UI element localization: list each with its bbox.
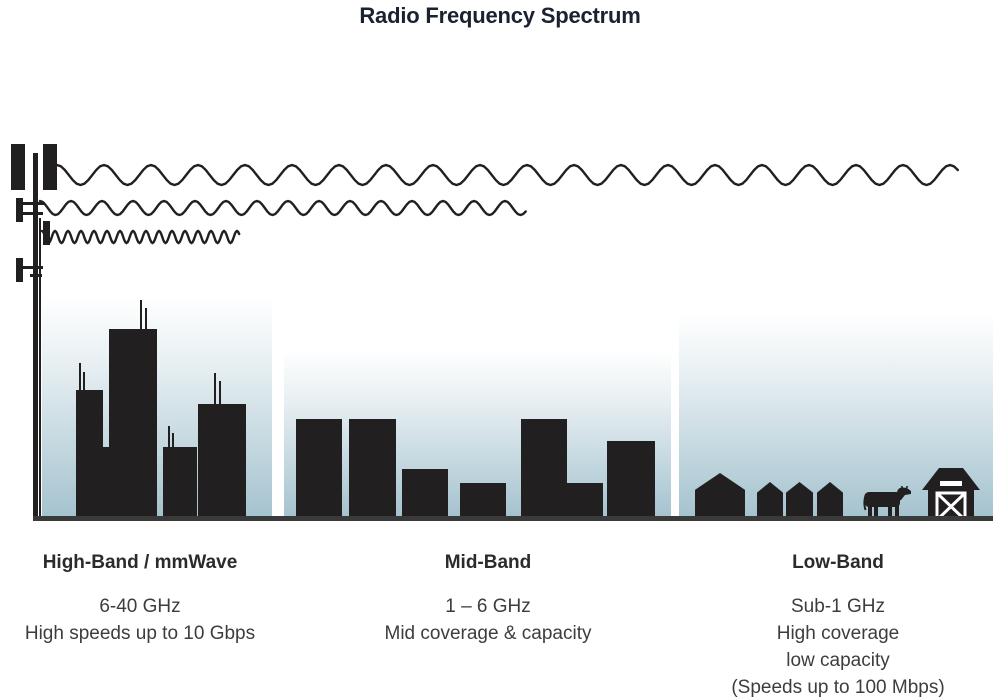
- skyscraper: [109, 329, 157, 516]
- tower-antenna-panel-left: [11, 144, 25, 190]
- barn-icon: [922, 468, 980, 520]
- mid-rise-building: [296, 419, 342, 520]
- band-detail-line: Sub-1 GHz: [791, 596, 885, 617]
- tower-mast: [33, 153, 38, 516]
- tower-bracket-lower-panel: [16, 258, 23, 282]
- mid-rise-building: [607, 441, 655, 520]
- tower-bracket-upper-arm-bottom: [17, 212, 43, 215]
- band-detail-line: (Speeds up to 100 Mbps): [731, 677, 945, 698]
- rooftop-antenna: [172, 433, 174, 447]
- band-detail-line: low capacity: [786, 650, 890, 671]
- band-detail-line: High coverage: [776, 623, 900, 644]
- rooftop-antenna: [145, 308, 147, 329]
- band-detail-lines: Sub-1 GHz High coverage low capacity (Speed…: [698, 593, 978, 700]
- band-detail-line: 1 – 6 GHz: [445, 596, 531, 617]
- rooftop-antenna: [83, 372, 85, 390]
- tower-bracket-upper-arm-top: [17, 202, 45, 205]
- tower-antenna-panel-right: [43, 144, 57, 190]
- rooftop-antenna: [219, 381, 221, 404]
- page-title: Radio Frequency Spectrum: [359, 3, 641, 28]
- rooftop-antenna: [140, 300, 142, 329]
- mid-rise-building: [567, 483, 603, 520]
- mid-band-wave-medium-wavelength: [38, 199, 527, 217]
- rooftop-antenna: [168, 426, 170, 447]
- rooftop-antenna: [79, 363, 81, 390]
- band-heading: High-Band / mmWave: [42, 552, 238, 573]
- cow-icon: [863, 486, 911, 519]
- rooftop-antenna: [214, 373, 216, 404]
- skyscraper: [163, 447, 197, 516]
- tower-bracket-upper-panel: [16, 198, 23, 222]
- low-band-label: Low-Band Sub-1 GHz High coverage low capac…: [698, 549, 978, 700]
- band-detail-lines: 1 – 6 GHz Mid coverage & capacity: [358, 593, 618, 647]
- mid-rise-building: [460, 483, 506, 520]
- mid-rise-building: [521, 419, 567, 520]
- skyscraper: [103, 447, 109, 516]
- mid-band-label: Mid-Band 1 – 6 GHz Mid coverage & capacit…: [358, 549, 618, 647]
- tower-side-panel: [43, 221, 50, 245]
- mid-rise-building: [402, 469, 448, 520]
- high-band-wave-short-wavelength: [40, 229, 241, 245]
- skyscraper: [198, 404, 246, 516]
- band-heading: Low-Band: [792, 552, 884, 573]
- skyscraper: [76, 390, 103, 516]
- band-heading: Mid-Band: [444, 552, 532, 573]
- tower-bracket-lower-arm: [17, 266, 43, 269]
- band-detail-line: 6-40 GHz: [99, 596, 181, 617]
- band-detail-line: High speeds up to 10 Gbps: [24, 623, 256, 644]
- low-band-wave-long-wavelength: [55, 163, 959, 187]
- mid-rise-building: [349, 419, 396, 520]
- tower-bracket-lower-stub: [30, 274, 42, 277]
- band-detail-lines: 6-40 GHz High speeds up to 10 Gbps: [10, 593, 270, 647]
- high-band-label: High-Band / mmWave 6-40 GHz High speeds u…: [10, 549, 270, 647]
- band-detail-line: Mid coverage & capacity: [384, 623, 592, 644]
- tower-mast-secondary: [39, 218, 41, 516]
- ground-line: [33, 516, 993, 521]
